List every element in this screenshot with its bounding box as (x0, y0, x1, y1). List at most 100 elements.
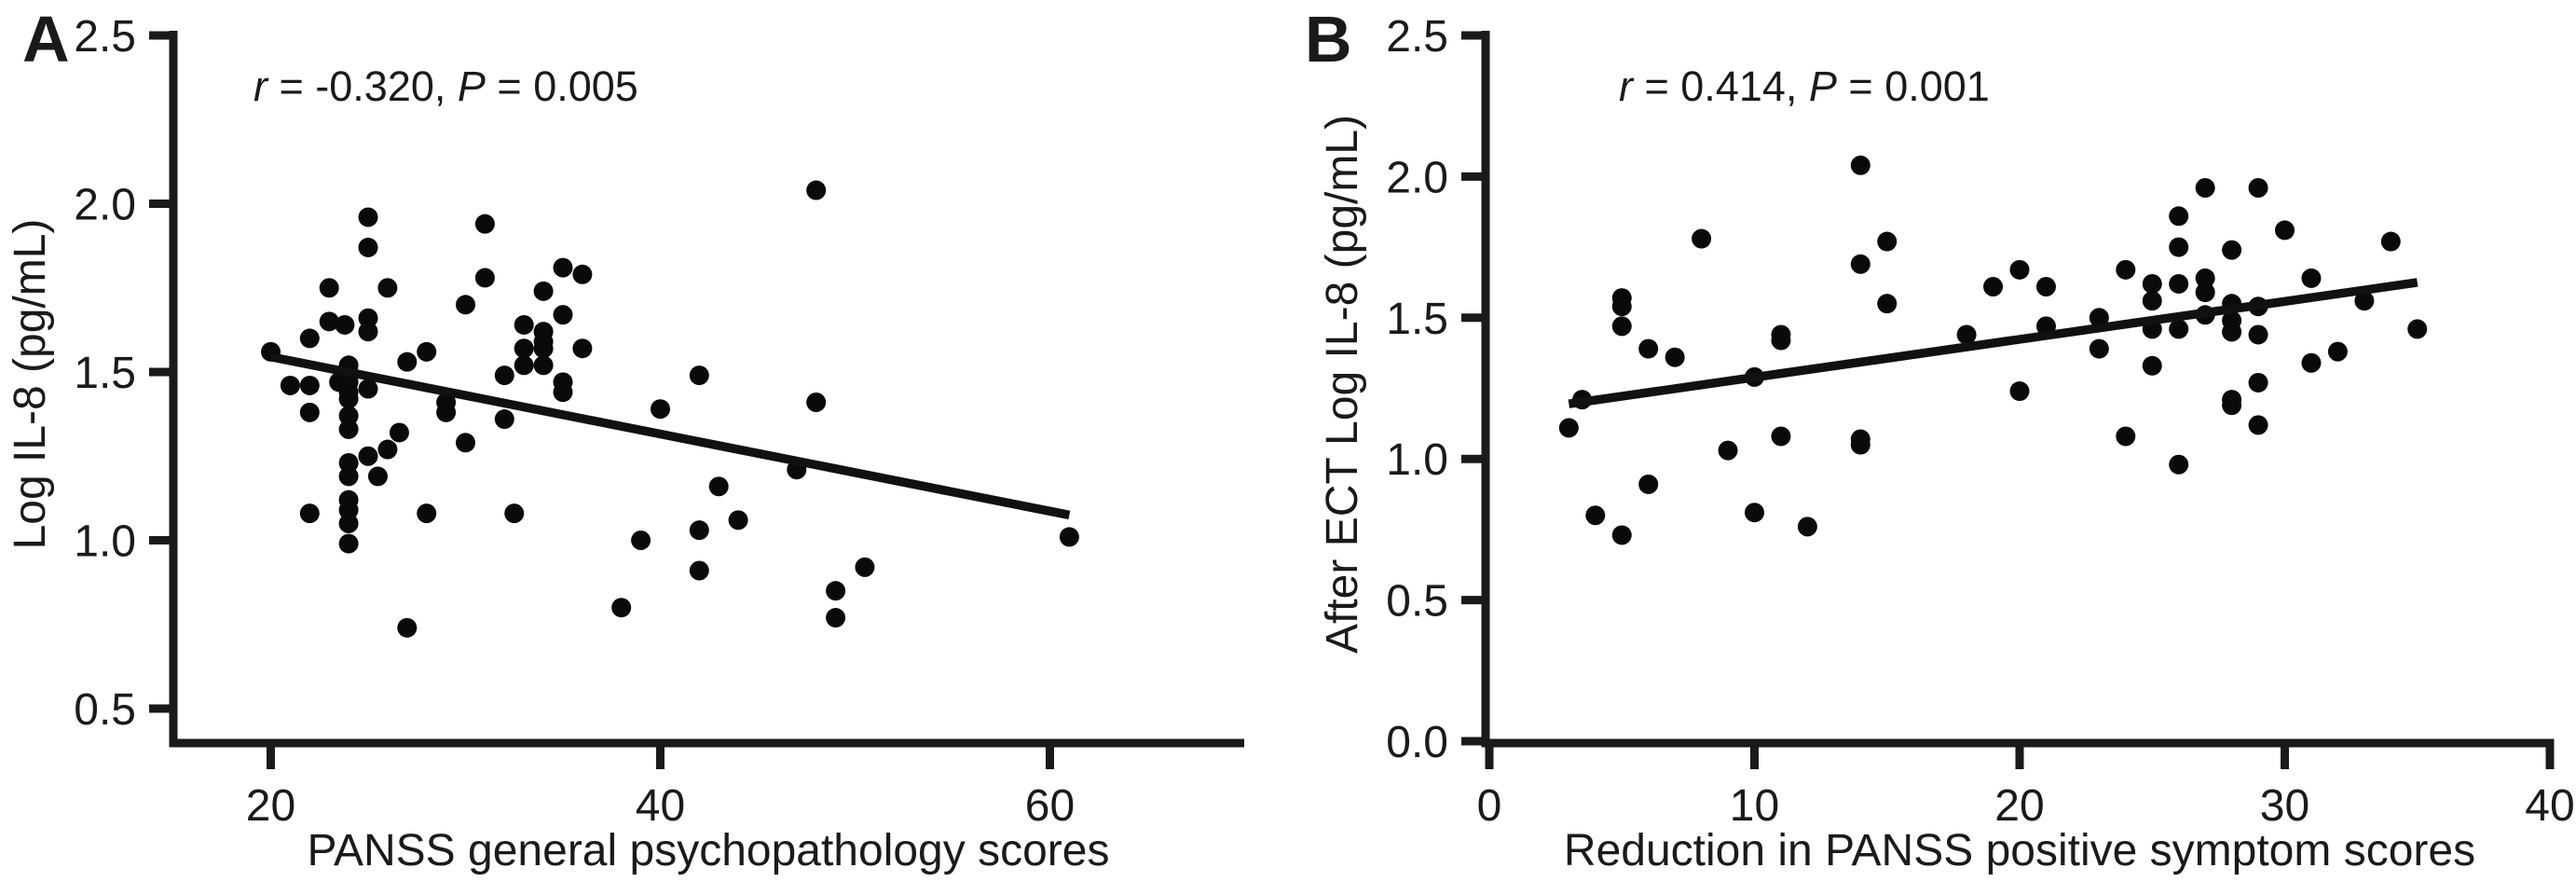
data-point (2009, 259, 2030, 280)
data-point (299, 375, 320, 395)
data-point (338, 533, 359, 554)
y-tick-label: 1.0 (74, 517, 136, 567)
p-value-b: = 0.001 (1837, 62, 1990, 110)
data-point (2248, 178, 2268, 199)
data-point (338, 389, 359, 409)
panel-b: B r = 0.414, P = 0.001 Reduction in PANS… (1305, 3, 2575, 875)
data-point (494, 409, 514, 430)
data-point (456, 433, 475, 453)
data-point (338, 513, 359, 533)
data-point (1611, 296, 1632, 317)
data-point (553, 305, 573, 325)
y-axis-label-a: Log IL-8 (pg/mL) (6, 219, 55, 550)
data-point (2327, 341, 2348, 362)
data-point (358, 322, 378, 342)
trend-line (269, 352, 1071, 520)
data-point (2116, 259, 2136, 280)
data-point (1558, 418, 1579, 438)
data-point (2142, 273, 2162, 294)
data-point (2407, 319, 2428, 339)
data-point (358, 446, 378, 466)
data-point (1983, 276, 2004, 296)
data-point (1638, 474, 1659, 494)
x-tick-label: 60 (1025, 781, 1075, 831)
data-point (389, 422, 409, 443)
trend-line (1568, 278, 2418, 408)
data-point (553, 257, 573, 278)
data-point (319, 278, 339, 298)
data-point (1059, 527, 1079, 547)
data-point (708, 476, 729, 497)
data-point (1956, 324, 1977, 345)
data-point (2089, 338, 2109, 359)
data-point (1797, 517, 1817, 537)
data-point (2169, 454, 2189, 475)
data-point (1877, 294, 1898, 314)
data-point (280, 375, 300, 395)
data-point (338, 452, 359, 473)
data-point (397, 351, 418, 372)
data-point (689, 365, 709, 386)
y-tick-label: 1.0 (1386, 435, 1448, 485)
data-point (335, 314, 355, 335)
data-point (2116, 426, 2136, 447)
data-point (2195, 268, 2215, 288)
x-tick-label: 20 (246, 781, 295, 831)
data-point (1638, 338, 1659, 359)
r-symbol-a: r (253, 62, 269, 110)
plot-area-a: 0.5 1.0 1.5 2.0 2.5 20 40 60 (74, 12, 1244, 831)
y-tick-label: 1.5 (1386, 295, 1448, 344)
data-point (358, 207, 378, 227)
data-point (2009, 381, 2030, 402)
data-point (533, 281, 554, 301)
data-point (826, 581, 846, 601)
data-point (504, 503, 525, 524)
x-tick-label: 20 (1994, 781, 2044, 831)
x-axis-label-b: Reduction in PANSS positive symptom scor… (1564, 826, 2475, 875)
data-point (651, 399, 670, 420)
data-point (826, 608, 846, 628)
data-point (338, 406, 359, 426)
data-point (611, 598, 632, 618)
data-point (299, 402, 320, 422)
data-point (1771, 426, 1791, 447)
data-point (855, 557, 875, 577)
r-symbol-b: r (1619, 62, 1635, 110)
panel-a: A r = -0.320, P = 0.005 PANSS general ps… (6, 3, 1244, 875)
data-point (1877, 231, 1898, 252)
data-point (2142, 355, 2162, 376)
p-symbol-b: P (1809, 62, 1837, 110)
data-point (689, 520, 709, 541)
data-point (631, 531, 651, 550)
data-point (474, 214, 495, 234)
data-point (2142, 291, 2162, 311)
data-point (572, 338, 593, 359)
data-point (806, 392, 827, 412)
data-point (2195, 283, 2215, 303)
data-point (514, 314, 534, 335)
data-point (2169, 206, 2189, 227)
data-point (514, 355, 534, 376)
panel-label-b: B (1305, 3, 1352, 76)
data-point (2380, 231, 2401, 252)
data-point (358, 237, 378, 257)
y-tick-label: 2.0 (74, 181, 136, 230)
r-value-a: = -0.320, (267, 62, 458, 110)
y-tick-label: 2.0 (1386, 153, 1448, 202)
data-point (436, 402, 457, 422)
data-point (2248, 415, 2268, 435)
data-point (2169, 237, 2189, 257)
x-tick-label: 0 (1477, 781, 1502, 831)
data-point (514, 338, 534, 359)
data-point (2354, 291, 2375, 311)
data-point (1850, 155, 1870, 175)
y-tick-label: 0.0 (1386, 718, 1448, 767)
data-point (1692, 228, 1712, 249)
data-point (1718, 440, 1738, 461)
data-point (319, 311, 339, 332)
p-value-a: = 0.005 (486, 62, 638, 110)
data-point (1611, 316, 1632, 337)
data-point (1585, 505, 1606, 526)
correlation-annotation-b: r = 0.414, P = 0.001 (1619, 62, 1990, 110)
